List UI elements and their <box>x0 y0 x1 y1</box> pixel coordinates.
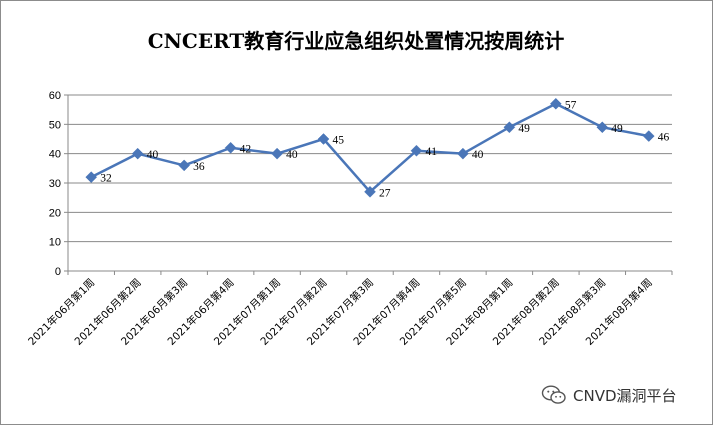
data-label: 40 <box>472 149 484 161</box>
data-label: 32 <box>100 173 112 185</box>
data-label: 57 <box>565 99 577 111</box>
data-point <box>503 121 516 134</box>
watermark-text: CNVD漏洞平台 <box>573 386 677 405</box>
data-label: 46 <box>658 132 670 144</box>
y-tick-label: 40 <box>49 149 61 161</box>
data-point <box>224 141 237 154</box>
data-label: 49 <box>518 123 530 135</box>
data-label: 42 <box>240 143 252 155</box>
grid-layer <box>68 94 672 243</box>
watermark: CNVD漏洞平台 <box>541 384 677 406</box>
data-point <box>549 97 562 110</box>
data-point <box>642 130 655 142</box>
wechat-icon <box>541 385 566 404</box>
series-line <box>90 102 650 194</box>
data-point <box>317 133 330 145</box>
data-point <box>596 121 609 134</box>
data-point <box>131 147 144 160</box>
data-label: 45 <box>333 135 345 147</box>
chart-title: CNCERT教育行业应急组织处置情况按周统计 <box>148 29 565 53</box>
data-label: 40 <box>147 149 159 161</box>
data-label: 36 <box>193 161 205 173</box>
y-tick-label: 20 <box>49 207 61 219</box>
data-label: 49 <box>611 123 623 135</box>
series-layer <box>85 97 655 198</box>
data-point <box>364 185 376 198</box>
data-label: 40 <box>286 149 298 161</box>
data-point <box>178 159 191 172</box>
y-tick-label: 50 <box>49 119 61 131</box>
y-tick-label: 0 <box>55 266 61 278</box>
data-point <box>85 171 98 183</box>
data-point <box>271 147 283 160</box>
axis-layer: 01020304050602021年06月第1周2021年06月第2周2021年… <box>25 90 673 348</box>
y-tick-label: 30 <box>49 178 61 190</box>
data-point <box>410 144 423 157</box>
label-layer: 32 40 36 42 40 45 27 41 40 49 57 49 46 <box>100 99 669 199</box>
y-tick-label: 60 <box>49 90 61 102</box>
data-label: 27 <box>379 187 391 199</box>
y-tick-label: 10 <box>49 237 61 249</box>
data-label: 41 <box>425 146 437 158</box>
data-point <box>457 147 469 160</box>
